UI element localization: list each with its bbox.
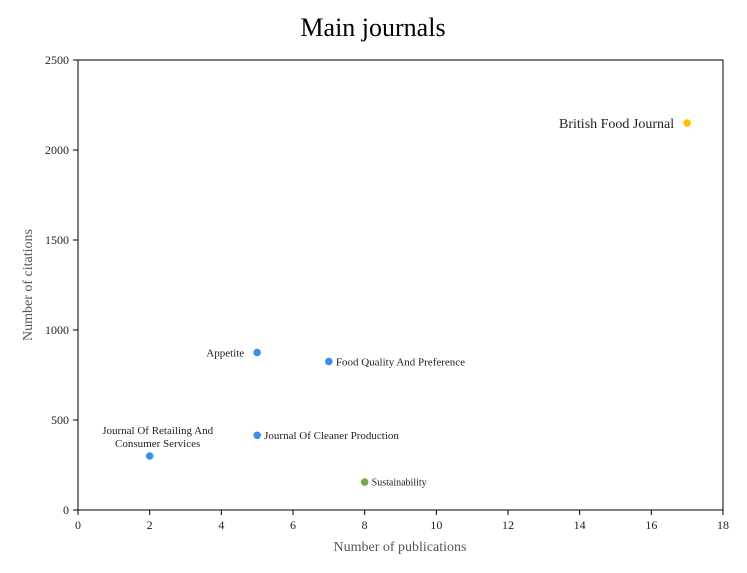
chart-title: Main journals [300,13,445,42]
x-tick-label: 6 [290,518,296,532]
x-tick-label: 2 [147,518,153,532]
data-point-label: Food Quality And Preference [336,356,465,368]
y-tick-label: 2500 [45,53,69,67]
x-tick-label: 16 [645,518,657,532]
data-point-label: Journal Of Cleaner Production [264,430,399,442]
y-tick-label: 1000 [45,323,69,337]
data-point [253,431,261,440]
x-tick-label: 14 [574,518,586,532]
x-tick-label: 8 [362,518,368,532]
y-tick-label: 0 [63,503,69,517]
data-point [253,348,261,357]
data-point-label: Journal Of Retailing And Consumer Service… [102,425,213,450]
x-tick-label: 10 [430,518,442,532]
data-point-label: British Food Journal [559,117,674,132]
data-points: British Food Journal Appetite Food Quality… [102,117,691,489]
y-axis-label: Number of citations [21,229,36,341]
x-tick-label: 0 [75,518,81,532]
y-tick-label: 2000 [45,143,69,157]
x-axis-ticks: 0 2 4 6 8 10 12 14 16 18 [75,510,729,532]
y-tick-label: 1500 [45,233,69,247]
x-tick-label: 12 [502,518,514,532]
y-tick-label: 500 [51,413,69,427]
data-point [683,119,691,127]
data-point-label: Appetite [206,347,244,359]
data-point [360,478,369,486]
x-tick-label: 4 [218,518,224,532]
data-point [145,452,154,460]
x-axis-label: Number of publications [334,540,467,555]
data-point-label: Sustainability [372,478,427,489]
plot-area [77,59,724,511]
x-tick-label: 18 [717,518,729,532]
data-point [325,357,333,366]
y-axis-ticks: 0 500 1000 1500 2000 2500 [45,53,78,517]
